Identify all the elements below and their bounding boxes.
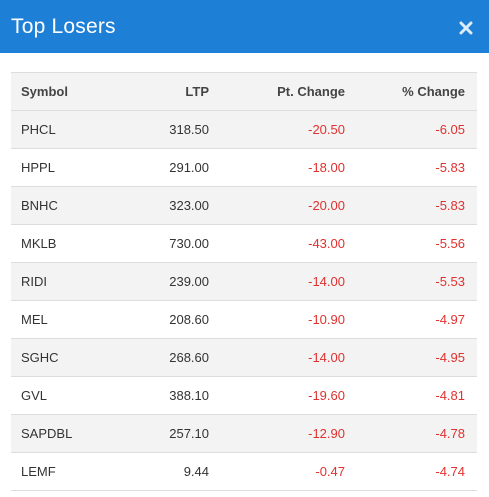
cell-symbol[interactable]: BNHC bbox=[21, 198, 58, 213]
cell-ltp: 9.44 bbox=[183, 464, 209, 479]
table-row[interactable]: SGHC 268.60 -14.00 -4.95 bbox=[11, 338, 477, 377]
modal-title: Top Losers bbox=[11, 14, 116, 38]
cell-pct-change: -4.81 bbox=[435, 388, 465, 403]
cell-ltp: 257.10 bbox=[169, 426, 209, 441]
cell-pct-change: -4.78 bbox=[435, 426, 465, 441]
cell-pct-change: -4.97 bbox=[435, 312, 465, 327]
table-row[interactable]: PHCL 318.50 -20.50 -6.05 bbox=[11, 110, 477, 149]
close-button[interactable] bbox=[455, 17, 477, 39]
cell-symbol[interactable]: LEMF bbox=[21, 464, 56, 479]
cell-pt-change: -43.00 bbox=[308, 236, 345, 251]
cell-pt-change: -20.00 bbox=[308, 198, 345, 213]
cell-pct-change: -4.74 bbox=[435, 464, 465, 479]
cell-symbol[interactable]: SAPDBL bbox=[21, 426, 73, 441]
table-row[interactable]: SAPDBL 257.10 -12.90 -4.78 bbox=[11, 414, 477, 453]
cell-ltp: 318.50 bbox=[169, 122, 209, 137]
cell-symbol[interactable]: GVL bbox=[21, 388, 48, 403]
column-header-pct-change[interactable]: % Change bbox=[345, 72, 477, 111]
cell-symbol[interactable]: RIDI bbox=[21, 274, 47, 289]
cell-ltp: 208.60 bbox=[169, 312, 209, 327]
losers-table: Symbol LTP Pt. Change % Change PHCL 318.… bbox=[11, 72, 477, 491]
cell-pct-change: -5.56 bbox=[435, 236, 465, 251]
cell-symbol[interactable]: MKLB bbox=[21, 236, 57, 251]
cell-pct-change: -6.05 bbox=[435, 122, 465, 137]
cell-pt-change: -14.00 bbox=[308, 274, 345, 289]
cell-ltp: 268.60 bbox=[169, 350, 209, 365]
cell-pt-change: -10.90 bbox=[308, 312, 345, 327]
cell-symbol[interactable]: PHCL bbox=[21, 122, 56, 137]
cell-ltp: 291.00 bbox=[169, 160, 209, 175]
cell-ltp: 388.10 bbox=[169, 388, 209, 403]
cell-pt-change: -18.00 bbox=[308, 160, 345, 175]
cell-pct-change: -5.83 bbox=[435, 160, 465, 175]
table-row[interactable]: RIDI 239.00 -14.00 -5.53 bbox=[11, 262, 477, 301]
losers-table-container: Symbol LTP Pt. Change % Change PHCL 318.… bbox=[11, 72, 477, 491]
cell-pt-change: -14.00 bbox=[308, 350, 345, 365]
table-row[interactable]: MEL 208.60 -10.90 -4.97 bbox=[11, 300, 477, 339]
modal-header: Top Losers bbox=[0, 0, 489, 53]
cell-ltp: 323.00 bbox=[169, 198, 209, 213]
cell-pt-change: -0.47 bbox=[315, 464, 345, 479]
table-row[interactable]: MKLB 730.00 -43.00 -5.56 bbox=[11, 224, 477, 263]
cell-ltp: 730.00 bbox=[169, 236, 209, 251]
table-row[interactable]: HPPL 291.00 -18.00 -5.83 bbox=[11, 148, 477, 187]
close-icon bbox=[459, 21, 473, 34]
cell-pct-change: -4.95 bbox=[435, 350, 465, 365]
cell-pt-change: -19.60 bbox=[308, 388, 345, 403]
table-row[interactable]: LEMF 9.44 -0.47 -4.74 bbox=[11, 452, 477, 491]
cell-ltp: 239.00 bbox=[169, 274, 209, 289]
column-header-pt-change[interactable]: Pt. Change bbox=[209, 72, 345, 111]
column-header-ltp[interactable]: LTP bbox=[116, 72, 209, 111]
cell-symbol[interactable]: MEL bbox=[21, 312, 48, 327]
table-row[interactable]: GVL 388.10 -19.60 -4.81 bbox=[11, 376, 477, 415]
column-header-symbol[interactable]: Symbol bbox=[11, 72, 116, 111]
cell-pct-change: -5.83 bbox=[435, 198, 465, 213]
table-row[interactable]: BNHC 323.00 -20.00 -5.83 bbox=[11, 186, 477, 225]
table-body: PHCL 318.50 -20.50 -6.05 HPPL 291.00 -18… bbox=[11, 110, 477, 491]
cell-pt-change: -20.50 bbox=[308, 122, 345, 137]
cell-pt-change: -12.90 bbox=[308, 426, 345, 441]
table-header-row: Symbol LTP Pt. Change % Change bbox=[11, 72, 477, 111]
cell-symbol[interactable]: HPPL bbox=[21, 160, 55, 175]
cell-symbol[interactable]: SGHC bbox=[21, 350, 59, 365]
cell-pct-change: -5.53 bbox=[435, 274, 465, 289]
